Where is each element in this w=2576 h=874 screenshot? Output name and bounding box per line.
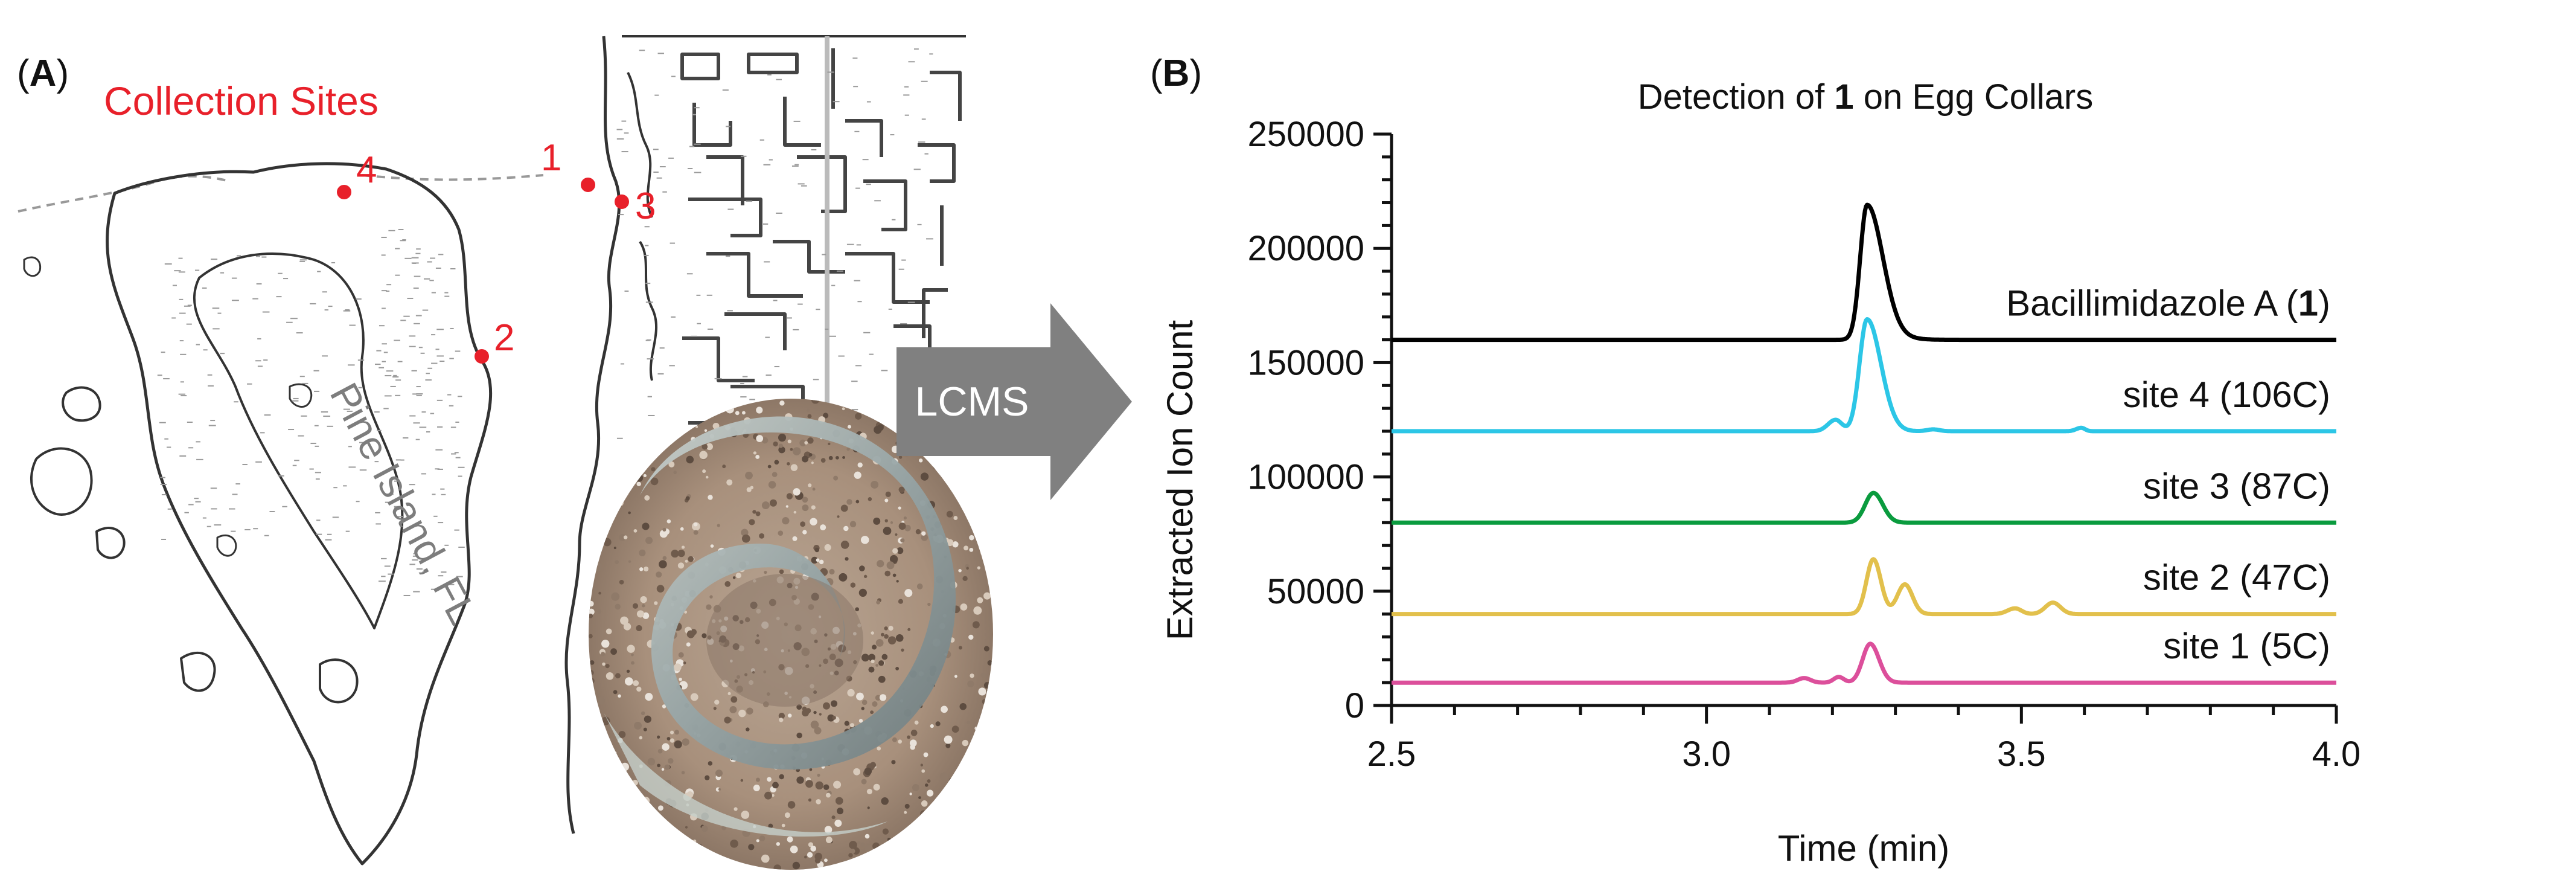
x-tick-label: 4.0 [2312,734,2361,774]
panel-a-label: (A) [17,53,69,94]
series-labels: Bacillimidazole A (1) site 4 (106C) site 3… [2006,283,2330,667]
series-label-3: site 2 (47C) [2143,557,2330,598]
series-label-1: site 4 (106C) [2123,374,2330,415]
panel-b: (B) Detection of 1 on Egg Collars 0 50000… [1150,53,2360,869]
egg-collar-photo [589,399,993,870]
site-1-marker [581,178,595,192]
site-markers: 4 2 1 3 [337,137,656,364]
x-tick-label: 3.5 [1997,734,2046,774]
chart-title: Detection of 1 on Egg Collars [1638,77,2093,117]
series-label-0: Bacillimidazole A (1) [2006,283,2330,324]
x-tick-labels: 2.5 3.0 3.5 4.0 [1367,734,2361,774]
chart-axes [1373,132,2338,724]
lcms-arrow: LCMS [896,303,1132,500]
series-line-2 [1390,490,2338,525]
x-axis-label: Time (min) [1778,828,1949,869]
series-line-3 [1390,557,2338,617]
y-tick-label: 100000 [1247,458,1364,497]
island-name-label: Pine Island, FL [322,376,486,631]
series-label-4: site 1 (5C) [2163,626,2330,666]
x-tick-label: 2.5 [1367,734,1416,774]
series-label-2: site 3 (87C) [2143,466,2330,506]
y-axis-label: Extracted Ion Count [1160,320,1200,641]
series-lines [1390,202,2338,685]
x-tick-label: 3.0 [1682,734,1731,774]
collection-sites-title: Collection Sites [104,79,379,123]
site-2-label: 2 [494,317,514,359]
panel-a: (A) Collection Sites [17,35,1132,870]
site-3-label: 3 [635,185,656,227]
series-line-0 [1390,202,2338,342]
y-tick-labels: 0 50000 100000 150000 200000 250000 [1247,115,1364,725]
land-texture [157,48,933,596]
series-line-1 [1390,317,2338,434]
site-4-label: 4 [356,149,377,191]
site-2-marker [475,349,489,364]
y-tick-label: 50000 [1267,572,1364,611]
site-4-marker [337,185,351,199]
site-1-label: 1 [541,137,561,179]
panel-b-label: (B) [1150,53,1202,94]
y-tick-label: 0 [1345,686,1364,725]
y-tick-label: 150000 [1247,343,1364,382]
site-3-marker [615,194,629,209]
y-tick-label: 200000 [1247,229,1364,268]
series-line-4 [1390,641,2338,685]
lcms-label: LCMS [915,379,1029,425]
y-tick-label: 250000 [1247,115,1364,154]
